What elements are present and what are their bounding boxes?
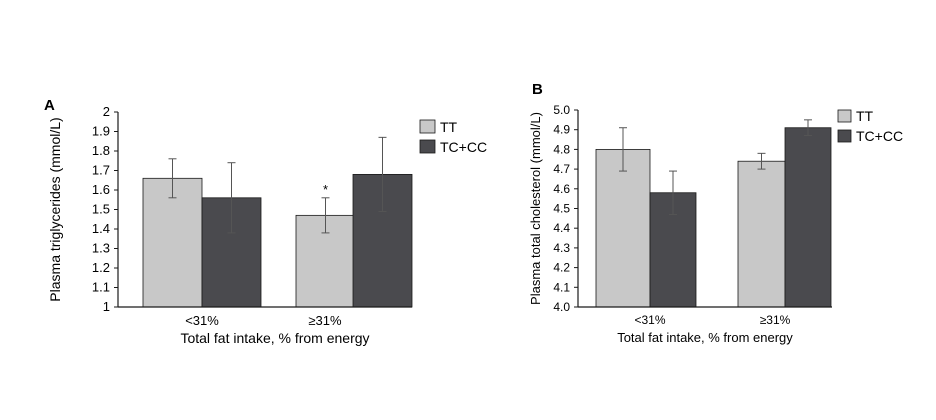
legend-swatch-tc-cc [419,139,436,154]
panel-b-y-tick-label: 4.3 [553,241,570,255]
panel-b-y-tick-label: 4.6 [553,182,570,196]
legend-label-tt: TT [440,119,458,135]
panel-b-x-tick-label: ≥31% [760,313,791,327]
legend-label-tt: TT [856,108,874,124]
error-bar-a-tt-lt31pct [168,158,177,199]
error-bar-a-tc-cc-ge31pct [378,136,387,212]
panel-b-y-tick-label: 4.7 [553,162,570,176]
panel-b-y-tick-label: 4.1 [553,280,570,294]
panel-b-x-tick-label: <31% [634,313,665,327]
panel-a-y-tick-label: 1.9 [92,124,110,139]
error-bar-b-tc-cc-ge31pct [804,119,812,137]
panel-a-y-tick-label: 1.6 [92,182,110,197]
panel-a-y-tick-label: 1.3 [92,241,110,256]
panel-a-y-tick-label: 1.4 [92,221,110,236]
panel-b-letter: B [532,81,543,98]
panel-a-x-tick-label: ≥31% [308,313,342,328]
panel-a-y-tick-label: 1.8 [92,143,110,158]
panel-a-y-tick-label: 1 [103,299,110,314]
panel-a-y-tick-label: 1.7 [92,163,110,178]
error-bar-b-tc-cc-lt31pct [669,170,677,215]
panel-a-y-tick-label: 1.1 [92,280,110,295]
bar-b-tc-cc-ge31pct [784,127,832,308]
legend-swatch-tc-cc [837,129,852,143]
legend-swatch-tt [419,119,436,134]
panel-a-x-tick-label: <31% [185,313,219,328]
panel-b-y-tick-label: 4.4 [553,221,570,235]
panel-a-chart: A 1 1.1 1.2 1.3 1.4 1.5 1.6 1.7 1.8 1.9 2 * <31% ≥31% T… [44,97,487,346]
significance-marker: * [323,182,328,197]
panel-b-y-tick-label: 4.9 [553,123,570,137]
error-bar-b-tt-lt31pct [619,127,627,172]
panel-b-y-tick-label: 4.0 [553,300,570,314]
bar-a-tc-cc-ge31pct [352,173,413,308]
panel-b-y-tick-label: 4.5 [553,202,570,216]
error-bar-b-tt-ge31pct [757,152,766,170]
panel-b-x-axis-title: Total fat intake, % from energy [617,330,793,345]
panel-b-y-axis-title: Plasma total cholesterol (mmol/L) [528,112,543,305]
error-bar-a-tc-cc-lt31pct [227,162,236,234]
panel-b-y-tick-label: 5.0 [553,103,570,117]
legend-label-tc-cc: TC+CC [440,139,487,155]
error-bar-a-tt-ge31pct [321,197,330,234]
bar-b-tt-ge31pct [737,160,786,308]
panel-a-y-tick-label: 2 [103,104,110,119]
panel-a-y-axis-title: Plasma triglycerides (mmol/L) [47,117,63,301]
panel-a-y-tick-label: 1.2 [92,260,110,275]
bar-b-tt-lt31pct [595,148,651,308]
panel-a-letter: A [44,97,55,114]
panel-b-y-tick-label: 4.2 [553,261,570,275]
legend-swatch-tt [837,109,852,123]
legend-label-tc-cc: TC+CC [856,128,903,144]
panel-a-x-axis-title: Total fat intake, % from energy [180,330,369,346]
panel-b-y-tick-label: 4.8 [553,142,570,156]
panel-b-chart: B 4.0 4.1 4.2 4.3 4.4 4.5 4.6 4.7 4.8 4.9 5.0 <31% ≥3… [528,81,903,345]
bar-a-tt-lt31pct [142,177,203,308]
panel-a-y-tick-label: 1.5 [92,202,110,217]
